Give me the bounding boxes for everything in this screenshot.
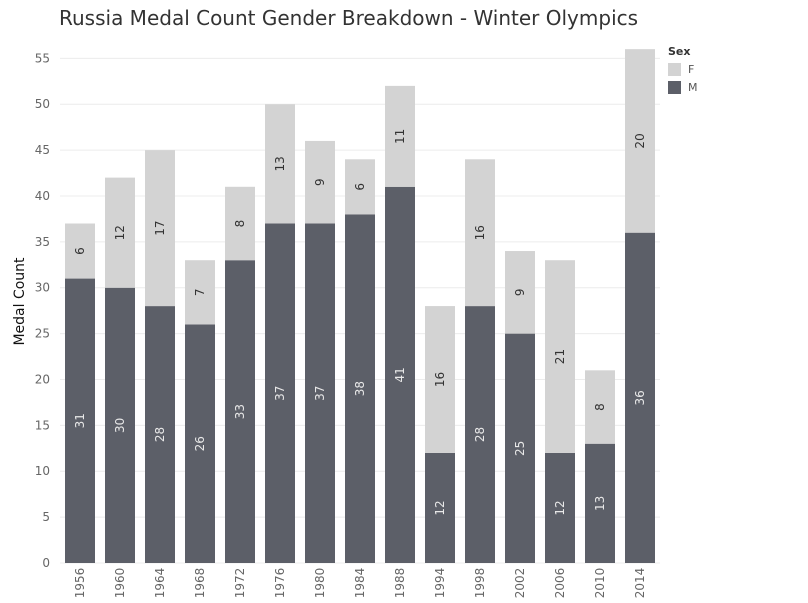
data-label-f-1988: 11 — [393, 129, 407, 144]
y-tick-label: 0 — [42, 556, 50, 570]
x-tick-label-1956: 1956 — [73, 568, 87, 599]
bar-m-2014 — [625, 232, 655, 563]
chart-title: Russia Medal Count Gender Breakdown - Wi… — [59, 6, 639, 30]
y-tick-label: 40 — [35, 189, 50, 203]
x-tick-label-2014: 2014 — [633, 568, 647, 599]
x-tick-label-2002: 2002 — [513, 568, 527, 599]
data-label-m-1964: 28 — [153, 427, 167, 442]
bar-m-1988 — [385, 186, 415, 564]
bar-m-1984 — [345, 214, 375, 564]
bar-f-2014 — [625, 49, 655, 233]
bar-f-1968 — [185, 260, 215, 325]
x-tick-label-1984: 1984 — [353, 568, 367, 599]
x-tick-label-2006: 2006 — [553, 568, 567, 599]
data-label-f-1972: 8 — [233, 220, 247, 228]
data-label-f-1976: 13 — [273, 156, 287, 171]
bar-f-2006 — [545, 260, 575, 453]
bar-m-1994 — [425, 452, 455, 563]
data-label-m-2006: 12 — [553, 500, 567, 515]
x-tick-label-1980: 1980 — [313, 568, 327, 599]
data-label-m-1972: 33 — [233, 404, 247, 419]
data-label-f-2006: 21 — [553, 349, 567, 364]
bar-f-1984 — [345, 159, 375, 215]
bar-f-1956 — [65, 223, 95, 279]
y-tick-label: 25 — [35, 327, 50, 341]
legend-item-f[interactable]: F — [668, 63, 698, 76]
data-label-f-1980: 9 — [313, 178, 327, 186]
bar-f-1964 — [145, 150, 175, 307]
bar-m-1968 — [185, 324, 215, 563]
bar-f-1976 — [265, 104, 295, 224]
data-label-f-1998: 16 — [473, 225, 487, 240]
data-label-m-1998: 28 — [473, 427, 487, 442]
data-label-m-1984: 38 — [353, 381, 367, 396]
data-label-f-1964: 17 — [153, 220, 167, 235]
x-tick-label-1960: 1960 — [113, 568, 127, 599]
data-label-f-2002: 9 — [513, 289, 527, 297]
data-label-m-1988: 41 — [393, 367, 407, 382]
x-tick-label-1968: 1968 — [193, 568, 207, 599]
bar-m-1998 — [465, 306, 495, 563]
data-label-f-2010: 8 — [593, 403, 607, 411]
bar-m-2006 — [545, 452, 575, 563]
data-label-f-2014: 20 — [633, 133, 647, 148]
data-label-m-1976: 37 — [273, 386, 287, 401]
y-tick-label: 20 — [35, 372, 50, 386]
data-label-m-1994: 12 — [433, 500, 447, 515]
legend-label-f: F — [688, 63, 695, 76]
y-tick-label: 45 — [35, 143, 50, 157]
bar-f-1960 — [105, 177, 135, 288]
bar-f-1980 — [305, 140, 335, 224]
y-tick-label: 50 — [35, 97, 50, 111]
bar-m-1980 — [305, 223, 335, 563]
legend-label-m: M — [688, 81, 698, 94]
bar-f-2010 — [585, 370, 615, 444]
bar-f-2002 — [505, 251, 535, 334]
x-tick-label-1964: 1964 — [153, 568, 167, 599]
x-tick-label-1998: 1998 — [473, 568, 487, 599]
x-tick-label-2010: 2010 — [593, 568, 607, 599]
legend-swatch-m — [668, 81, 681, 94]
bar-m-1960 — [105, 287, 135, 563]
y-tick-label: 5 — [42, 510, 50, 524]
bar-m-1972 — [225, 260, 255, 563]
legend: Sex F M — [668, 45, 698, 99]
data-label-f-1956: 6 — [73, 247, 87, 255]
data-label-m-1980: 37 — [313, 386, 327, 401]
y-axis-title: Medal Count — [12, 257, 28, 346]
y-tick-label: 55 — [35, 51, 50, 65]
data-label-m-1968: 26 — [193, 436, 207, 451]
bar-f-1972 — [225, 186, 255, 261]
bar-f-1994 — [425, 306, 455, 453]
y-tick-label: 10 — [35, 464, 50, 478]
x-tick-label-1994: 1994 — [433, 568, 447, 599]
data-label-m-2010: 13 — [593, 496, 607, 511]
bar-f-1988 — [385, 85, 415, 187]
data-label-f-1984: 6 — [353, 183, 367, 191]
bar-m-1964 — [145, 306, 175, 563]
x-tick-label-1972: 1972 — [233, 568, 247, 599]
data-label-m-1956: 31 — [73, 413, 87, 428]
bar-m-2002 — [505, 333, 535, 563]
legend-title: Sex — [668, 45, 691, 58]
legend-swatch-f — [668, 63, 681, 76]
data-label-m-2014: 36 — [633, 390, 647, 405]
data-label-f-1994: 16 — [433, 372, 447, 387]
x-tick-label-1988: 1988 — [393, 568, 407, 599]
bar-m-1976 — [265, 223, 295, 563]
legend-item-m[interactable]: M — [668, 81, 698, 94]
bar-f-1998 — [465, 159, 495, 307]
data-label-f-1960: 12 — [113, 225, 127, 240]
bar-m-2010 — [585, 443, 615, 563]
bar-m-1956 — [65, 278, 95, 563]
data-label-m-1960: 30 — [113, 418, 127, 433]
y-tick-label: 35 — [35, 235, 50, 249]
data-label-f-1968: 7 — [193, 289, 207, 297]
y-tick-label: 15 — [35, 418, 50, 432]
x-tick-label-1976: 1976 — [273, 568, 287, 599]
y-tick-label: 30 — [35, 281, 50, 295]
data-label-m-2002: 25 — [513, 441, 527, 456]
